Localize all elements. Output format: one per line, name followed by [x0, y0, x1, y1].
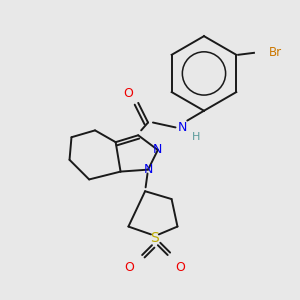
- Text: O: O: [176, 261, 185, 274]
- Text: N: N: [143, 163, 153, 176]
- Text: H: H: [192, 132, 200, 142]
- Text: O: O: [124, 87, 133, 100]
- Text: O: O: [124, 261, 134, 274]
- Text: Br: Br: [269, 46, 282, 59]
- Text: S: S: [151, 231, 159, 245]
- Text: N: N: [178, 121, 187, 134]
- Text: N: N: [153, 143, 163, 157]
